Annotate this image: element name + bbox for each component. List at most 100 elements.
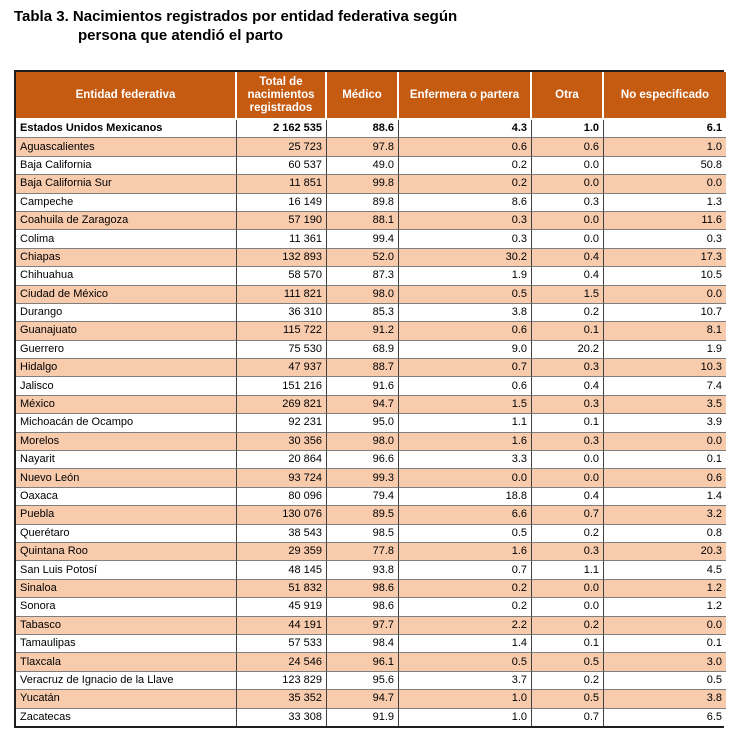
value-cell: 30 356 xyxy=(237,432,327,452)
value-cell: 48 145 xyxy=(237,561,327,580)
entity-name-cell: Durango xyxy=(16,303,237,323)
entity-name-cell: Tamaulipas xyxy=(16,634,237,654)
table-row: Baja California 60 537 49.0 0.2 0.0 50.8 xyxy=(16,156,726,176)
entity-name-cell: Nayarit xyxy=(16,451,237,470)
entity-name-cell: Aguascalientes xyxy=(16,138,237,157)
table-row: Chiapas 132 893 52.0 30.2 0.4 17.3 xyxy=(16,248,726,268)
entity-name-cell: Chiapas xyxy=(16,248,237,268)
value-cell: 0.5 xyxy=(399,285,532,304)
value-cell: 0.2 xyxy=(399,579,532,599)
national-total-row: Estados Unidos Mexicanos 2 162 535 88.6 4.3… xyxy=(16,120,726,139)
value-cell: 95.0 xyxy=(327,414,399,433)
entity-name-cell: Zacatecas xyxy=(16,708,237,726)
table-row: Guanajuato 115 722 91.2 0.6 0.1 8.1 xyxy=(16,322,726,341)
entity-name-cell: Guanajuato xyxy=(16,322,237,341)
entity-name-cell: Hidalgo xyxy=(16,359,237,378)
value-cell: 80 096 xyxy=(237,487,327,507)
table-row: Tabasco 44 191 97.7 2.2 0.2 0.0 xyxy=(16,616,726,635)
entity-name-cell: Puebla xyxy=(16,506,237,525)
value-cell: 1.1 xyxy=(532,561,604,580)
table-row: Morelos 30 356 98.0 1.6 0.3 0.0 xyxy=(16,432,726,452)
value-cell: 0.0 xyxy=(532,211,604,231)
entity-name-cell: Baja California xyxy=(16,156,237,176)
entity-name-cell: Tabasco xyxy=(16,616,237,635)
value-cell: 1.1 xyxy=(399,414,532,433)
value-cell: 1.0 xyxy=(532,120,604,139)
table-row: San Luis Potosí 48 145 93.8 0.7 1.1 4.5 xyxy=(16,561,726,580)
table-row: Querétaro 38 543 98.5 0.5 0.2 0.8 xyxy=(16,524,726,543)
value-cell: 96.6 xyxy=(327,451,399,470)
value-cell: 3.8 xyxy=(399,303,532,323)
value-cell: 85.3 xyxy=(327,303,399,323)
table-row: Coahuila de Zaragoza 57 190 88.1 0.3 0.0 11.6 xyxy=(16,211,726,231)
value-cell: 130 076 xyxy=(237,506,327,525)
value-cell: 0.3 xyxy=(604,230,726,249)
value-cell: 0.7 xyxy=(532,506,604,525)
value-cell: 8.6 xyxy=(399,193,532,212)
value-cell: 97.8 xyxy=(327,138,399,157)
value-cell: 58 570 xyxy=(237,267,327,286)
value-cell: 0.0 xyxy=(532,230,604,249)
value-cell: 79.4 xyxy=(327,487,399,507)
table-row: Guerrero 75 530 68.9 9.0 20.2 1.9 xyxy=(16,340,726,360)
value-cell: 20.3 xyxy=(604,542,726,562)
value-cell: 0.0 xyxy=(604,285,726,304)
column-header-otra: Otra xyxy=(532,72,604,120)
value-cell: 95.6 xyxy=(327,671,399,691)
value-cell: 88.7 xyxy=(327,359,399,378)
value-cell: 92 231 xyxy=(237,414,327,433)
value-cell: 0.0 xyxy=(532,579,604,599)
table-row: Tamaulipas 57 533 98.4 1.4 0.1 0.1 xyxy=(16,634,726,654)
entity-name-cell: México xyxy=(16,395,237,415)
table-row: Aguascalientes 25 723 97.8 0.6 0.6 1.0 xyxy=(16,138,726,157)
value-cell: 3.0 xyxy=(604,653,726,672)
value-cell: 2 162 535 xyxy=(237,120,327,139)
table-row: Durango 36 310 85.3 3.8 0.2 10.7 xyxy=(16,303,726,323)
value-cell: 88.6 xyxy=(327,120,399,139)
value-cell: 0.7 xyxy=(399,561,532,580)
entity-name-cell: Morelos xyxy=(16,432,237,452)
value-cell: 2.2 xyxy=(399,616,532,635)
value-cell: 0.3 xyxy=(532,432,604,452)
value-cell: 0.3 xyxy=(532,542,604,562)
value-cell: 35 352 xyxy=(237,690,327,709)
value-cell: 10.5 xyxy=(604,267,726,286)
entity-name-cell: Chihuahua xyxy=(16,267,237,286)
value-cell: 1.4 xyxy=(399,634,532,654)
value-cell: 1.5 xyxy=(532,285,604,304)
value-cell: 0.3 xyxy=(532,193,604,212)
value-cell: 0.1 xyxy=(532,322,604,341)
table-row: Tlaxcala 24 546 96.1 0.5 0.5 3.0 xyxy=(16,653,726,672)
value-cell: 91.9 xyxy=(327,708,399,726)
table-row: Chihuahua 58 570 87.3 1.9 0.4 10.5 xyxy=(16,267,726,286)
table-row: Nuevo León 93 724 99.3 0.0 0.0 0.6 xyxy=(16,469,726,488)
value-cell: 0.0 xyxy=(532,469,604,488)
entity-name-cell: Quintana Roo xyxy=(16,542,237,562)
value-cell: 24 546 xyxy=(237,653,327,672)
value-cell: 0.6 xyxy=(399,377,532,396)
value-cell: 0.5 xyxy=(532,653,604,672)
value-cell: 98.5 xyxy=(327,524,399,543)
entity-name-cell: Querétaro xyxy=(16,524,237,543)
value-cell: 99.3 xyxy=(327,469,399,488)
value-cell: 1.3 xyxy=(604,193,726,212)
value-cell: 20.2 xyxy=(532,340,604,360)
value-cell: 0.5 xyxy=(399,524,532,543)
value-cell: 3.5 xyxy=(604,395,726,415)
value-cell: 0.2 xyxy=(532,616,604,635)
value-cell: 68.9 xyxy=(327,340,399,360)
value-cell: 0.0 xyxy=(604,616,726,635)
value-cell: 0.3 xyxy=(399,211,532,231)
value-cell: 0.6 xyxy=(399,322,532,341)
value-cell: 3.2 xyxy=(604,506,726,525)
value-cell: 0.3 xyxy=(399,230,532,249)
column-header-entidad-federativa: Entidad federativa xyxy=(16,72,237,120)
value-cell: 3.7 xyxy=(399,671,532,691)
value-cell: 1.4 xyxy=(604,487,726,507)
value-cell: 51 832 xyxy=(237,579,327,599)
entity-name-cell: San Luis Potosí xyxy=(16,561,237,580)
value-cell: 0.4 xyxy=(532,248,604,268)
column-header-medico: Médico xyxy=(327,72,399,120)
value-cell: 0.6 xyxy=(532,138,604,157)
value-cell: 33 308 xyxy=(237,708,327,726)
